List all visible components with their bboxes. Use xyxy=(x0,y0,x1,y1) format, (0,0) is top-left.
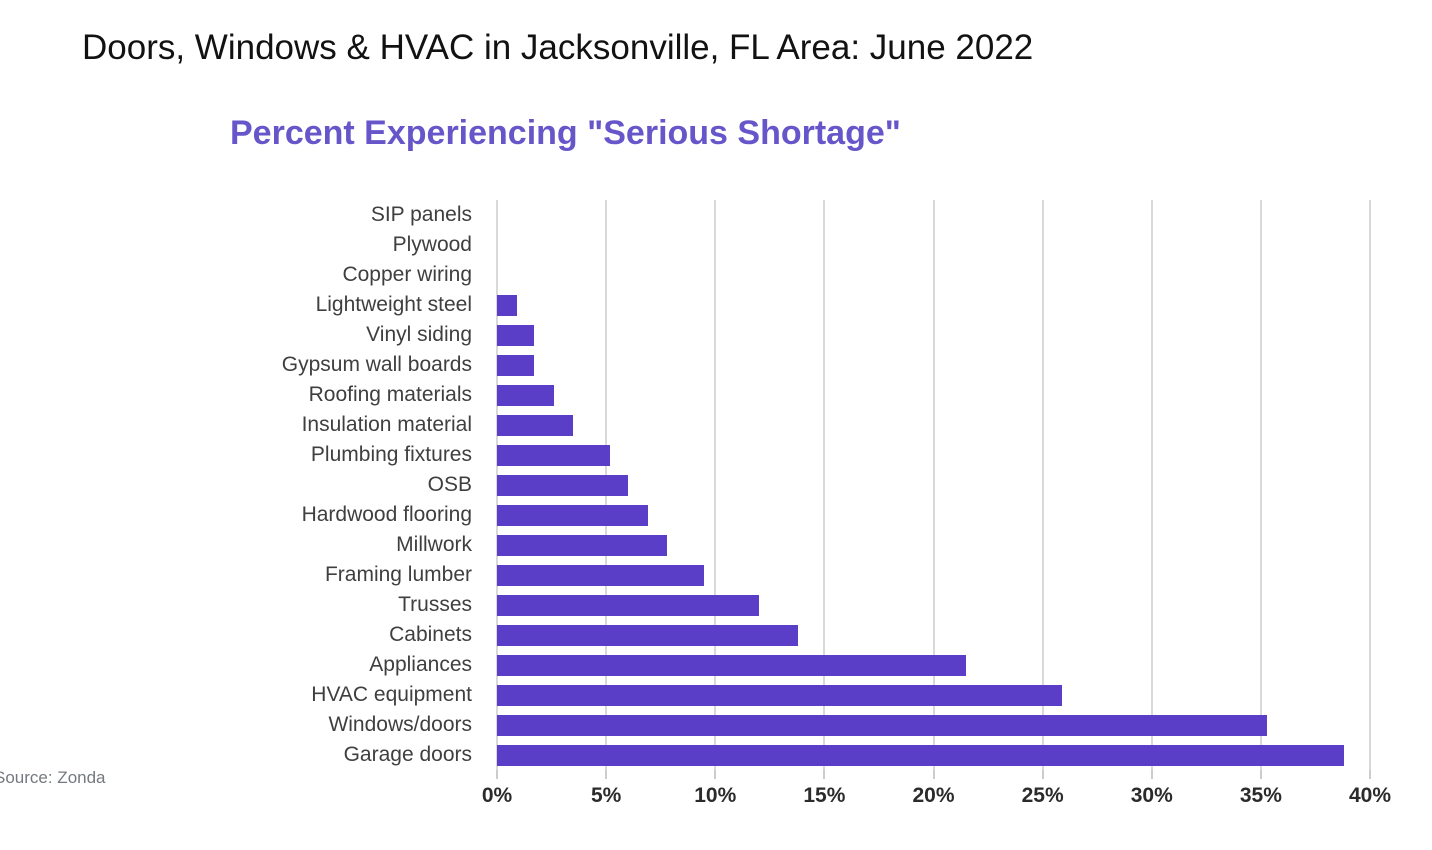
axis-tick-30% xyxy=(1150,770,1153,779)
bar xyxy=(497,654,967,676)
category-label: Gypsum wall boards xyxy=(281,353,472,376)
chart-subtitle: Percent Experiencing "Serious Shortage" xyxy=(230,114,901,152)
category-label: Roofing materials xyxy=(308,383,472,406)
bar xyxy=(497,684,1063,706)
axis-tick-25% xyxy=(1041,770,1044,779)
x-tick-label: 40% xyxy=(1348,784,1392,807)
bar xyxy=(497,474,628,496)
category-label: SIP panels xyxy=(370,203,472,226)
bar xyxy=(497,594,759,616)
gridline-10% xyxy=(714,200,717,770)
x-tick-label: 20% xyxy=(912,784,955,807)
axis-tick-40% xyxy=(1369,770,1371,779)
gridline-15% xyxy=(823,200,826,770)
axis-tick-10% xyxy=(714,770,717,779)
category-label: Insulation material xyxy=(301,413,472,436)
plot-area: 0% 5% 10% 15% 20% 25% 30% 35% 40% xyxy=(482,200,1391,807)
bar xyxy=(497,624,799,646)
category-label: Lightweight steel xyxy=(315,293,472,316)
bar xyxy=(497,324,535,346)
bar xyxy=(497,564,705,586)
category-label: Appliances xyxy=(369,653,472,676)
category-label: Plywood xyxy=(392,233,472,256)
category-label: Windows/doors xyxy=(328,713,472,736)
gridline-30% xyxy=(1150,200,1153,770)
axis-tick-0% xyxy=(496,770,498,779)
axis-tick-35% xyxy=(1259,770,1262,779)
category-axis: SIP panels Plywood Copper wiring Lightweigh… xyxy=(0,200,472,770)
gridline-20% xyxy=(932,200,935,770)
gridline-40% xyxy=(1369,200,1371,770)
source-credit: Source: Zonda xyxy=(0,768,106,787)
bar xyxy=(497,504,648,526)
category-label: HVAC equipment xyxy=(311,683,472,706)
bar xyxy=(497,414,574,436)
bar xyxy=(497,294,517,316)
x-tick-label: 30% xyxy=(1130,784,1173,807)
x-tick-label: 15% xyxy=(803,784,846,807)
bar xyxy=(497,534,668,556)
bar xyxy=(497,384,554,406)
x-tick-label: 35% xyxy=(1239,784,1282,807)
category-label: Cabinets xyxy=(389,623,472,646)
category-label: Trusses xyxy=(398,593,472,616)
bar xyxy=(497,354,535,376)
category-label: Vinyl siding xyxy=(366,323,472,346)
axis-tick-20% xyxy=(932,770,935,779)
x-tick-label: 0% xyxy=(481,784,513,807)
category-label: Plumbing fixtures xyxy=(310,443,472,466)
category-label: Millwork xyxy=(396,533,472,556)
gridline-35% xyxy=(1259,200,1262,770)
category-label: Copper wiring xyxy=(342,263,472,286)
bar xyxy=(497,744,1344,766)
axis-tick-15% xyxy=(823,770,826,779)
category-label: Framing lumber xyxy=(324,563,472,586)
category-label: OSB xyxy=(427,473,472,496)
category-label: Hardwood flooring xyxy=(301,503,472,526)
x-tick-label: 10% xyxy=(694,784,737,807)
axis-tick-5% xyxy=(605,770,608,779)
page-title: Doors, Windows & HVAC in Jacksonville, F… xyxy=(82,28,1034,67)
bar xyxy=(497,714,1268,736)
gridline-25% xyxy=(1041,200,1044,770)
x-tick-label: 25% xyxy=(1021,784,1064,807)
x-tick-label: 5% xyxy=(590,784,622,807)
category-label: Garage doors xyxy=(343,743,472,766)
bar xyxy=(497,444,611,466)
